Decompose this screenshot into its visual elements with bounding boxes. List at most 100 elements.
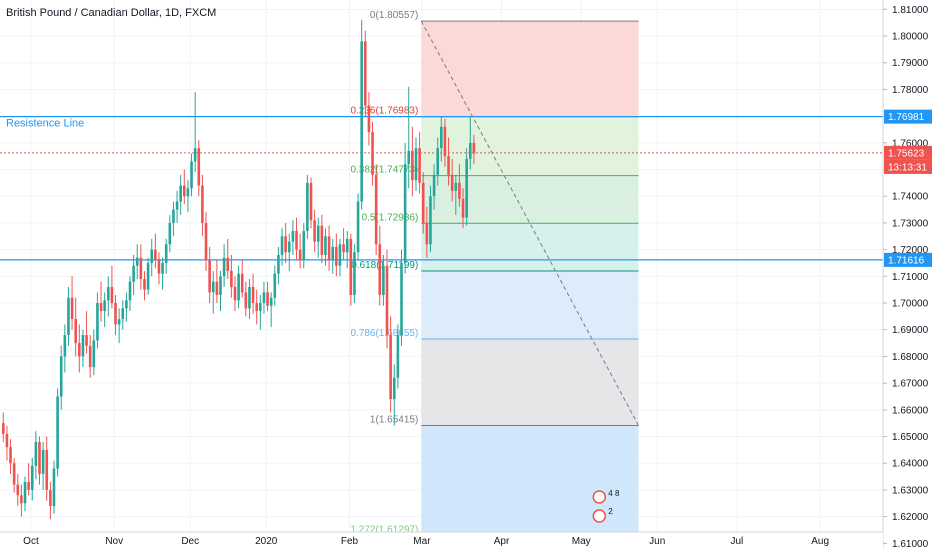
candle-body: [190, 161, 193, 189]
candle-body: [468, 142, 472, 159]
horizontal-line-price-badge-label: 1.71616: [888, 255, 925, 266]
time-tick-label: Feb: [341, 536, 359, 547]
candle-up: [117, 308, 121, 344]
price-axis[interactable]: 1.810001.800001.790001.780001.770001.760…: [882, 0, 932, 550]
fib-level-label: 0.618(1.71199): [351, 260, 418, 271]
candle-down: [367, 92, 371, 146]
candle-down: [266, 281, 269, 312]
candle-up: [164, 238, 168, 274]
candle-body: [81, 335, 85, 357]
fib-zone: [421, 116, 639, 176]
candle-body: [298, 249, 302, 261]
candle-body: [85, 335, 88, 346]
fib-zone: [421, 338, 639, 426]
candle-body: [201, 185, 204, 223]
candle-body: [154, 249, 157, 261]
event-markers[interactable]: 4 8 2: [592, 489, 620, 523]
candle-up: [396, 324, 400, 389]
candle-up: [440, 116, 443, 162]
candle-up: [128, 276, 132, 312]
time-tick-label: Oct: [23, 536, 39, 547]
candle-body: [2, 423, 5, 434]
candle-down: [201, 174, 204, 237]
price-tick-label: 1.73000: [892, 218, 929, 229]
candle-body: [353, 252, 356, 296]
candle-down: [255, 289, 258, 325]
candle-down: [371, 121, 374, 186]
candle-up: [353, 244, 356, 304]
price-tick-label: 1.76000: [892, 138, 929, 149]
candle-up: [382, 254, 385, 306]
candle-up: [269, 292, 273, 328]
candle-body: [273, 273, 277, 298]
candle-body: [338, 244, 342, 266]
candle-up: [324, 228, 327, 266]
candle-up: [291, 220, 295, 255]
candle-body: [302, 230, 306, 261]
candle-body: [320, 225, 324, 255]
price-tick-label: 1.64000: [892, 459, 929, 470]
candle-body: [371, 132, 374, 175]
time-axis[interactable]: Oct Nov Dec 2020 Feb Mar Apr May Jun Jul Aug: [0, 531, 883, 550]
candle-body: [179, 185, 182, 202]
price-tick-label: 1.80000: [892, 32, 929, 43]
candle-body: [461, 198, 465, 218]
candle-up: [193, 92, 197, 173]
candle-down: [183, 169, 186, 205]
candle-body: [331, 246, 335, 261]
fib-zone: [421, 175, 639, 224]
price-tick-label: 1.67000: [892, 379, 929, 390]
time-tick-label: May: [572, 536, 591, 547]
candle-body: [67, 297, 70, 336]
candle-down: [313, 209, 316, 253]
candle-up: [302, 222, 306, 269]
candle-down: [389, 316, 392, 413]
fibonacci-retracement[interactable]: 0(1.80557) 0.236(1.76983) 0.382(1.74773) 0.…: [350, 10, 639, 536]
candle-down: [443, 118, 447, 167]
candlestick-series: [2, 20, 476, 520]
candle-down: [139, 244, 143, 290]
candle-body: [230, 270, 233, 288]
candle-down: [298, 233, 302, 269]
candle-body: [367, 105, 371, 133]
price-tick-label: 1.72000: [892, 245, 929, 256]
candle-down: [327, 225, 331, 271]
candle-down: [16, 473, 20, 506]
candle-body: [429, 196, 432, 245]
candle-down: [425, 206, 429, 258]
candle-up: [237, 265, 240, 309]
candle-body: [38, 441, 41, 474]
candle-body: [99, 303, 103, 312]
fib-level-label: 0.236(1.76983): [350, 106, 418, 117]
candle-body: [34, 441, 38, 466]
candle-body: [70, 297, 74, 320]
candle-body: [16, 484, 20, 496]
candle-body: [269, 297, 273, 306]
time-tick-label: Dec: [181, 536, 199, 547]
candle-body: [175, 201, 179, 210]
time-tick-label: Nov: [105, 536, 123, 547]
candle-up: [400, 249, 403, 346]
candle-up: [161, 257, 164, 290]
candle-down: [45, 436, 49, 501]
candle-up: [277, 246, 280, 285]
time-tick-label: Jun: [649, 536, 665, 547]
candle-body: [385, 265, 389, 336]
candle-body: [255, 303, 258, 312]
candle-body: [411, 150, 414, 181]
candle-body: [157, 260, 161, 274]
candle-down: [12, 457, 16, 493]
candle-body: [378, 244, 382, 296]
candle-up: [211, 270, 215, 314]
candle-up: [345, 230, 349, 269]
candle-down: [38, 436, 41, 485]
candle-down: [385, 249, 389, 349]
candle-body: [327, 236, 331, 261]
candle-up: [52, 460, 56, 514]
candle-down: [204, 212, 208, 271]
candle-body: [306, 182, 309, 231]
candle-body: [266, 292, 269, 306]
candle-up: [59, 345, 63, 410]
candle-body: [215, 281, 219, 296]
